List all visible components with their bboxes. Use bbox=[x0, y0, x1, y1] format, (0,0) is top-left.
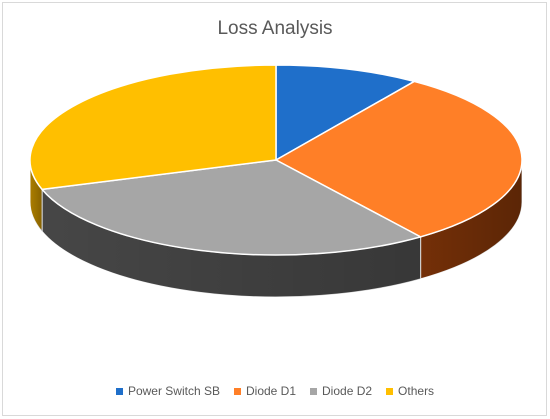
legend-swatch bbox=[310, 387, 318, 395]
legend-item[interactable]: Others bbox=[386, 384, 434, 398]
legend-item[interactable]: Diode D1 bbox=[233, 384, 297, 398]
slice-diode-d1[interactable] bbox=[275, 80, 523, 238]
slice-diode-d2[interactable] bbox=[41, 159, 422, 256]
legend-label: Diode D2 bbox=[322, 384, 373, 398]
legend-item[interactable]: Diode D2 bbox=[310, 384, 372, 398]
legend-label: Diode D1 bbox=[245, 384, 297, 398]
slice-side-shade bbox=[420, 160, 522, 279]
legend-label: Power Switch SB bbox=[127, 384, 220, 398]
slice-side-shade bbox=[30, 160, 43, 232]
chart-title: Loss Analysis bbox=[217, 18, 333, 39]
legend: Power Switch SB Diode D1 Diode D2 Others bbox=[0, 384, 550, 398]
legend-label: Others bbox=[398, 384, 435, 398]
legend-swatch bbox=[386, 387, 394, 395]
slice-power-switch-sb[interactable] bbox=[275, 64, 416, 161]
pie-sides bbox=[29, 159, 523, 298]
pie-slices bbox=[29, 64, 523, 256]
slice-side-shade bbox=[42, 189, 421, 297]
legend-swatch bbox=[115, 387, 123, 395]
legend-item[interactable]: Power Switch SB bbox=[115, 384, 220, 398]
slice-others[interactable] bbox=[29, 64, 277, 191]
legend-swatch bbox=[233, 387, 241, 395]
